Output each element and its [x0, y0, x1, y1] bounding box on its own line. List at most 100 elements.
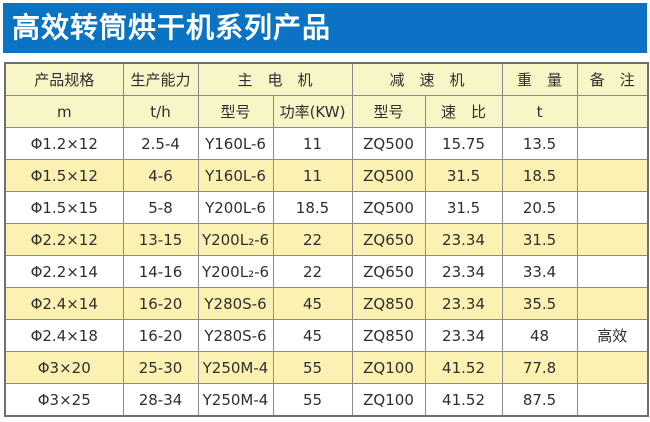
cell-motor-model: Y160L-6 — [197, 159, 274, 192]
header-remark: 备 注 — [576, 62, 649, 96]
header-row-units: m t/h 型号 功率(KW) 型号 速 比 t — [4, 95, 649, 128]
header-weight-unit: t — [501, 95, 578, 128]
cell-reducer-model: ZQ100 — [351, 383, 426, 417]
cell-weight: 77.8 — [501, 351, 578, 384]
table-row: Φ1.5×15 5-8 Y200L-6 18.5 ZQ500 31.5 20.5 — [4, 191, 649, 224]
cell-capacity: 14-16 — [122, 255, 199, 288]
header-reducer: 减 速 机 — [351, 62, 503, 96]
cell-capacity: 25-30 — [122, 351, 199, 384]
cell-motor-model: Y200L-6 — [197, 191, 274, 224]
header-row-groups: 产品规格 生产能力 主 电 机 减 速 机 重 量 备 注 — [4, 62, 649, 96]
cell-motor-model: Y200L₂-6 — [197, 223, 274, 256]
table-row: Φ2.4×14 16-20 Y280S-6 45 ZQ850 23.34 35.… — [4, 287, 649, 320]
product-spec-table: 产品规格 生产能力 主 电 机 减 速 机 重 量 备 注 m t/h 型号 功… — [4, 62, 650, 417]
cell-ratio: 23.34 — [424, 223, 503, 256]
cell-motor-model: Y280S-6 — [197, 287, 274, 320]
cell-motor-model: Y250M-4 — [197, 351, 274, 384]
cell-motor-model: Y160L-6 — [197, 127, 274, 160]
cell-remark — [576, 191, 649, 224]
header-capacity-unit: t/h — [122, 95, 199, 128]
cell-power: 45 — [272, 319, 353, 352]
cell-weight: 13.5 — [501, 127, 578, 160]
header-weight: 重 量 — [501, 62, 578, 96]
cell-spec: Φ1.5×15 — [4, 191, 124, 224]
table-row: Φ3×20 25-30 Y250M-4 55 ZQ100 41.52 77.8 — [4, 351, 649, 384]
header-spec: 产品规格 — [4, 62, 124, 96]
cell-spec: Φ2.2×14 — [4, 255, 124, 288]
cell-capacity: 16-20 — [122, 287, 199, 320]
cell-remark — [576, 223, 649, 256]
cell-weight: 33.4 — [501, 255, 578, 288]
table-body: Φ1.2×12 2.5-4 Y160L-6 11 ZQ500 15.75 13.… — [4, 127, 649, 417]
header-motor: 主 电 机 — [197, 62, 353, 96]
header-remark-unit — [576, 95, 649, 128]
cell-remark — [576, 383, 649, 417]
cell-spec: Φ1.5×12 — [4, 159, 124, 192]
cell-power: 18.5 — [272, 191, 353, 224]
cell-weight: 87.5 — [501, 383, 578, 417]
cell-ratio: 41.52 — [424, 351, 503, 384]
cell-capacity: 16-20 — [122, 319, 199, 352]
cell-weight: 20.5 — [501, 191, 578, 224]
cell-power: 11 — [272, 127, 353, 160]
cell-spec: Φ3×25 — [4, 383, 124, 417]
cell-remark — [576, 127, 649, 160]
cell-spec: Φ2.4×18 — [4, 319, 124, 352]
cell-capacity: 5-8 — [122, 191, 199, 224]
cell-weight: 48 — [501, 319, 578, 352]
cell-weight: 18.5 — [501, 159, 578, 192]
cell-power: 55 — [272, 351, 353, 384]
header-reducer-ratio: 速 比 — [424, 95, 503, 128]
cell-capacity: 2.5-4 — [122, 127, 199, 160]
cell-reducer-model: ZQ850 — [351, 319, 426, 352]
cell-reducer-model: ZQ100 — [351, 351, 426, 384]
header-motor-power: 功率(KW) — [272, 95, 353, 128]
cell-spec: Φ2.2×12 — [4, 223, 124, 256]
cell-ratio: 15.75 — [424, 127, 503, 160]
cell-weight: 31.5 — [501, 223, 578, 256]
cell-capacity: 28-34 — [122, 383, 199, 417]
cell-remark — [576, 351, 649, 384]
cell-reducer-model: ZQ500 — [351, 191, 426, 224]
cell-weight: 35.5 — [501, 287, 578, 320]
cell-motor-model: Y200L₂-6 — [197, 255, 274, 288]
cell-remark: 高效 — [576, 319, 649, 352]
cell-reducer-model: ZQ650 — [351, 255, 426, 288]
header-motor-model: 型号 — [197, 95, 274, 128]
table-row: Φ3×25 28-34 Y250M-4 55 ZQ100 41.52 87.5 — [4, 383, 649, 417]
cell-capacity: 4-6 — [122, 159, 199, 192]
cell-spec: Φ1.2×12 — [4, 127, 124, 160]
table-row: Φ2.4×18 16-20 Y280S-6 45 ZQ850 23.34 48 … — [4, 319, 649, 352]
table-row: Φ2.2×14 14-16 Y200L₂-6 22 ZQ650 23.34 33… — [4, 255, 649, 288]
cell-ratio: 31.5 — [424, 159, 503, 192]
cell-ratio: 23.34 — [424, 319, 503, 352]
table-row: Φ1.5×12 4-6 Y160L-6 11 ZQ500 31.5 18.5 — [4, 159, 649, 192]
cell-power: 22 — [272, 223, 353, 256]
cell-spec: Φ2.4×14 — [4, 287, 124, 320]
table-row: Φ1.2×12 2.5-4 Y160L-6 11 ZQ500 15.75 13.… — [4, 127, 649, 160]
cell-reducer-model: ZQ500 — [351, 159, 426, 192]
cell-motor-model: Y250M-4 — [197, 383, 274, 417]
table-header: 产品规格 生产能力 主 电 机 减 速 机 重 量 备 注 m t/h 型号 功… — [4, 62, 649, 128]
cell-power: 22 — [272, 255, 353, 288]
cell-remark — [576, 159, 649, 192]
header-spec-unit: m — [4, 95, 124, 128]
cell-reducer-model: ZQ850 — [351, 287, 426, 320]
cell-ratio: 23.34 — [424, 255, 503, 288]
cell-capacity: 13-15 — [122, 223, 199, 256]
cell-reducer-model: ZQ500 — [351, 127, 426, 160]
header-capacity: 生产能力 — [122, 62, 199, 96]
cell-remark — [576, 255, 649, 288]
cell-remark — [576, 287, 649, 320]
table-row: Φ2.2×12 13-15 Y200L₂-6 22 ZQ650 23.34 31… — [4, 223, 649, 256]
cell-power: 55 — [272, 383, 353, 417]
cell-power: 11 — [272, 159, 353, 192]
header-reducer-model: 型号 — [351, 95, 426, 128]
cell-ratio: 23.34 — [424, 287, 503, 320]
cell-motor-model: Y280S-6 — [197, 319, 274, 352]
cell-power: 45 — [272, 287, 353, 320]
cell-ratio: 41.52 — [424, 383, 503, 417]
cell-spec: Φ3×20 — [4, 351, 124, 384]
cell-reducer-model: ZQ650 — [351, 223, 426, 256]
